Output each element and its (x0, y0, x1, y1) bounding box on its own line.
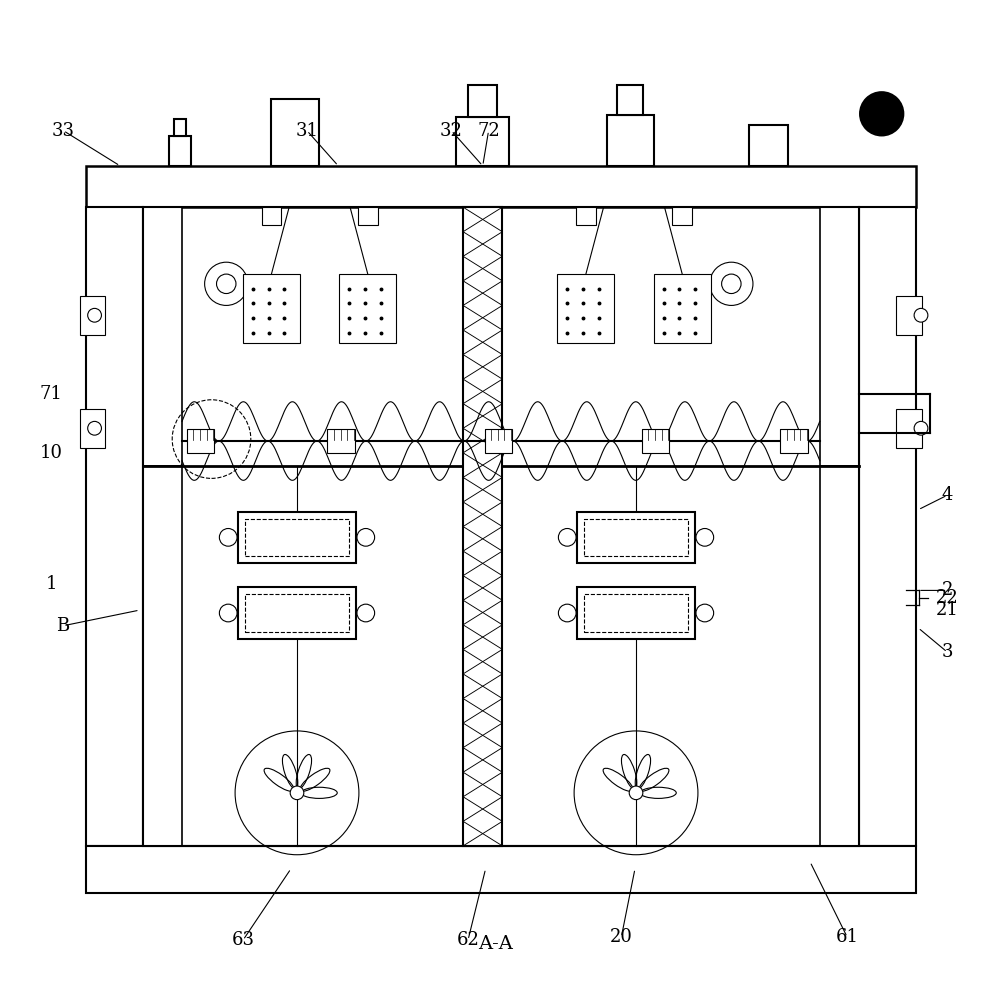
Circle shape (914, 308, 928, 322)
Bar (86, 166, 916, 207)
Text: 3: 3 (941, 643, 953, 661)
Bar (654, 274, 711, 343)
Bar (327, 429, 355, 453)
Bar (143, 466, 182, 846)
Circle shape (629, 786, 643, 800)
Text: 63: 63 (232, 931, 255, 949)
Text: 31: 31 (295, 122, 318, 140)
Bar (820, 207, 859, 466)
Bar (272, 99, 319, 166)
Bar (463, 207, 502, 846)
Bar (86, 207, 143, 846)
Bar (463, 207, 502, 846)
Circle shape (558, 604, 576, 622)
Text: 20: 20 (609, 928, 632, 946)
Bar (339, 274, 396, 343)
Bar (577, 512, 695, 563)
Bar (468, 85, 497, 117)
Circle shape (721, 274, 741, 294)
Circle shape (357, 604, 375, 622)
Text: 62: 62 (457, 931, 480, 949)
Circle shape (219, 528, 237, 546)
Text: 2: 2 (941, 581, 953, 599)
Circle shape (914, 421, 928, 435)
Bar (485, 429, 512, 453)
Bar (617, 85, 643, 115)
Text: 61: 61 (835, 928, 859, 946)
Circle shape (87, 308, 101, 322)
Text: A-A: A-A (478, 935, 513, 953)
Bar (86, 166, 916, 207)
Bar (456, 117, 509, 166)
Circle shape (860, 92, 904, 135)
Text: B: B (56, 617, 69, 635)
Bar (606, 115, 654, 166)
Bar (897, 409, 922, 448)
Bar (859, 207, 916, 846)
Bar (80, 409, 105, 448)
Circle shape (87, 421, 101, 435)
Bar (576, 207, 596, 225)
Circle shape (204, 262, 248, 305)
Text: 71: 71 (40, 385, 62, 403)
Text: 10: 10 (40, 444, 62, 462)
Bar (143, 207, 182, 466)
Text: 32: 32 (440, 122, 463, 140)
Circle shape (696, 604, 714, 622)
Bar (820, 207, 859, 466)
Bar (243, 274, 300, 343)
Bar (557, 274, 614, 343)
Circle shape (696, 528, 714, 546)
Bar (642, 429, 670, 453)
Bar (245, 594, 349, 632)
Bar (672, 207, 692, 225)
Text: 4: 4 (941, 486, 953, 504)
Circle shape (219, 604, 237, 622)
Bar (897, 296, 922, 335)
Bar (577, 587, 695, 639)
Bar (143, 207, 182, 466)
Circle shape (357, 528, 375, 546)
Circle shape (216, 274, 236, 294)
Text: 72: 72 (478, 122, 500, 140)
Bar (820, 466, 859, 846)
Circle shape (558, 528, 576, 546)
Text: 21: 21 (936, 601, 959, 619)
Bar (584, 594, 688, 632)
Bar (143, 466, 182, 846)
Bar (86, 846, 916, 893)
Bar (859, 207, 916, 846)
Bar (86, 207, 143, 846)
Text: 22: 22 (936, 589, 959, 607)
Circle shape (290, 786, 304, 800)
Bar (86, 846, 916, 893)
Text: 1: 1 (46, 575, 57, 593)
Text: 33: 33 (52, 122, 74, 140)
Bar (245, 519, 349, 556)
Bar (169, 136, 191, 166)
Bar (820, 466, 859, 846)
Circle shape (710, 262, 753, 305)
Bar (781, 429, 808, 453)
Bar (80, 296, 105, 335)
Bar (174, 119, 186, 136)
Bar (749, 125, 788, 166)
Bar (238, 587, 356, 639)
Bar (584, 519, 688, 556)
Bar (262, 207, 281, 225)
Bar (143, 207, 859, 846)
Bar (238, 512, 356, 563)
Bar (358, 207, 378, 225)
Bar (187, 429, 214, 453)
